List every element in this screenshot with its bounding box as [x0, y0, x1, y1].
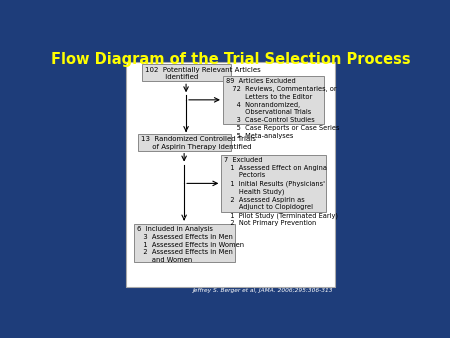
Text: 13  Randomized Controlled Trials
     of Aspirin Therapy Identified: 13 Randomized Controlled Trials of Aspir… — [141, 136, 256, 150]
Text: Jeffrey S. Berger et al, JAMA. 2006;295:306-313: Jeffrey S. Berger et al, JAMA. 2006;295:… — [193, 288, 334, 293]
Bar — [141, 65, 230, 81]
Bar — [138, 134, 230, 151]
Bar — [126, 62, 335, 287]
Text: 6  Included in Analysis
   3  Assessed Effects in Men
   1  Assessed Effects in : 6 Included in Analysis 3 Assessed Effect… — [137, 226, 244, 263]
Bar — [223, 76, 324, 124]
Bar — [134, 224, 234, 262]
Text: Flow Diagram of the Trial Selection Process: Flow Diagram of the Trial Selection Proc… — [51, 52, 410, 67]
Bar — [221, 154, 326, 212]
Text: 89  Articles Excluded
   72  Reviews, Commentaries, or
         Letters to the E: 89 Articles Excluded 72 Reviews, Comment… — [226, 78, 339, 139]
Text: 102  Potentially Relevant Articles
         Identified: 102 Potentially Relevant Articles Identi… — [144, 67, 261, 80]
Text: 7  Excluded
   1  Assessed Effect on Angina
       Pectoris
   1  Initial Result: 7 Excluded 1 Assessed Effect on Angina P… — [225, 157, 338, 226]
